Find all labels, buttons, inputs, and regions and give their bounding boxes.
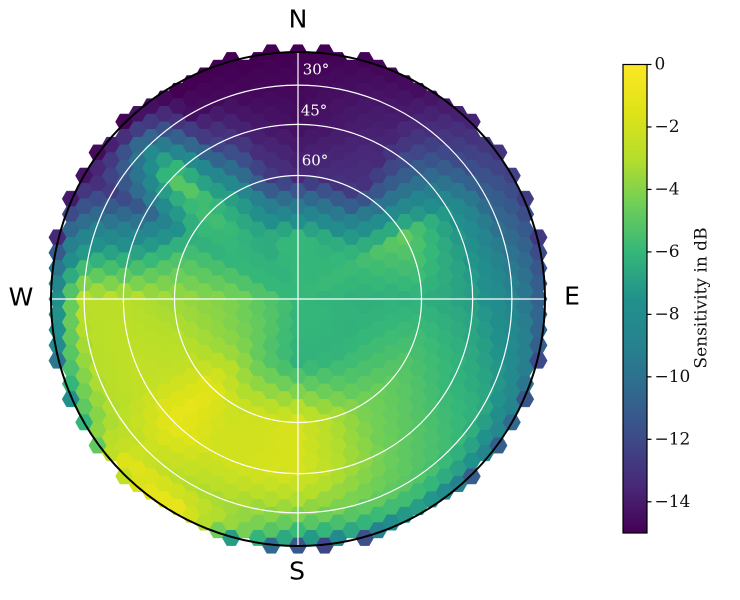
elevation-ring-label-60: 60° [301, 151, 329, 170]
colorbar-gradient [622, 63, 648, 534]
colorbar-tick-label: −12 [655, 429, 691, 449]
colorbar-tick-label: −4 [655, 179, 680, 199]
horizon-circle [50, 51, 546, 547]
elevation-grid [51, 52, 545, 546]
colorbar-tick-label: −8 [655, 304, 680, 324]
compass-label-north: N [288, 4, 308, 34]
hexbin-layer [48, 44, 548, 554]
elevation-ring-label-45: 45° [300, 101, 328, 120]
compass-label-south: S [289, 556, 305, 586]
colorbar-tick-label: −2 [655, 117, 680, 137]
elevation-ring-label-30: 30° [302, 60, 330, 79]
colorbar-tick-label: −10 [655, 367, 691, 387]
colorbar-tick-label: 0 [655, 55, 666, 75]
colorbar-tick-label: −14 [655, 492, 691, 512]
compass-label-east: E [564, 281, 580, 311]
hex-cell [515, 391, 535, 408]
compass-label-west: W [8, 282, 34, 312]
colorbar-tick-label: −6 [655, 242, 680, 262]
hex-cell [529, 352, 548, 369]
colorbar: 0 −2 −4 −6 −8 −10 −12 −14 [622, 55, 691, 534]
colorbar-axis-label: Sensitivity in dB [691, 227, 712, 369]
